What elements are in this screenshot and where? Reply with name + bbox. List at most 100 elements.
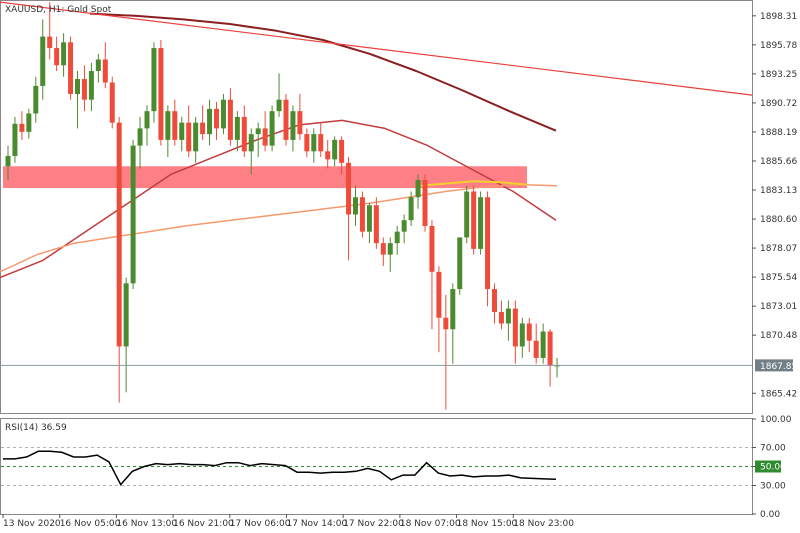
candle-bearish bbox=[547, 331, 553, 366]
time-tick-label: 16 Nov 21:00 bbox=[173, 519, 234, 529]
candle-bearish bbox=[262, 128, 268, 146]
moving-averages bbox=[0, 12, 558, 279]
candle-bullish bbox=[151, 48, 157, 112]
candle-bearish bbox=[81, 79, 87, 100]
candle-bearish bbox=[297, 111, 303, 135]
candle-bullish bbox=[207, 108, 213, 135]
resistance-zone bbox=[3, 166, 527, 189]
price-tick-label: 1865.42 bbox=[760, 389, 797, 399]
candle-bullish bbox=[61, 42, 67, 66]
candle-bullish bbox=[478, 197, 484, 249]
candle-bearish bbox=[443, 317, 449, 330]
candle-bullish bbox=[234, 116, 240, 140]
time-tick-label: 17 Nov 06:00 bbox=[230, 519, 291, 529]
rsi-axis: 100.00 70.00 50.00 30.00 0.00 bbox=[752, 415, 792, 520]
candle-bullish bbox=[269, 111, 275, 146]
candle-bearish bbox=[380, 243, 386, 255]
candle-bearish bbox=[47, 36, 53, 49]
ma-fast-line bbox=[89, 12, 557, 132]
candle-bearish bbox=[318, 134, 324, 152]
candle-bullish bbox=[540, 331, 546, 358]
time-tick-label: 17 Nov 14:00 bbox=[287, 519, 348, 529]
rsi-tick-label: 50.00 bbox=[760, 463, 786, 473]
candle-bearish bbox=[227, 99, 233, 140]
candle-bullish bbox=[88, 71, 94, 100]
candle-bearish bbox=[533, 340, 539, 358]
candle-bullish bbox=[457, 237, 463, 290]
price-tick-label: 1878.07 bbox=[760, 244, 797, 254]
candle-bullish bbox=[401, 220, 407, 232]
time-tick-label: 18 Nov 07:00 bbox=[400, 519, 461, 529]
ma-slow-line bbox=[0, 183, 558, 273]
time-tick-label: 13 Nov 2020 bbox=[3, 519, 61, 529]
time-tick-label: 18 Nov 15:00 bbox=[457, 519, 518, 529]
candle-bearish bbox=[373, 205, 379, 244]
candle-bullish bbox=[137, 128, 143, 146]
price-tick-label: 1885.66 bbox=[760, 157, 797, 167]
candle-bullish bbox=[26, 113, 32, 132]
candle-bullish bbox=[290, 111, 296, 140]
candle-bullish bbox=[144, 111, 150, 129]
candle-bullish bbox=[332, 139, 338, 160]
price-tick-label: 1875.54 bbox=[760, 273, 797, 283]
descending-trendline bbox=[0, 1, 753, 96]
candle-bearish bbox=[158, 48, 164, 140]
price-tick-label: 1873.01 bbox=[760, 302, 797, 312]
time-tick-label: 17 Nov 22:00 bbox=[343, 519, 404, 529]
candle-bearish bbox=[325, 151, 331, 160]
candle-bullish bbox=[179, 122, 185, 140]
candle-bullish bbox=[5, 155, 11, 167]
price-tick-label: 1888.19 bbox=[760, 128, 797, 138]
time-tick-label: 16 Nov 13:00 bbox=[116, 519, 177, 529]
candle-bullish bbox=[248, 134, 254, 152]
candle-bullish bbox=[123, 283, 129, 347]
candle-bearish bbox=[436, 271, 442, 318]
candle-bullish bbox=[450, 289, 456, 330]
candle-bullish bbox=[353, 197, 358, 215]
time-tick-label: 18 Nov 23:00 bbox=[513, 519, 574, 529]
candle-bearish bbox=[283, 99, 289, 140]
rsi-title: RSI(14) 36.59 bbox=[5, 423, 67, 433]
candle-bearish bbox=[102, 59, 108, 83]
candle-bullish bbox=[464, 191, 470, 238]
candle-bearish bbox=[485, 197, 491, 290]
candle-bearish bbox=[172, 111, 178, 140]
candle-bearish bbox=[214, 108, 219, 129]
candle-bullish bbox=[366, 205, 372, 232]
price-tick-label: 1890.72 bbox=[760, 99, 797, 109]
price-tick-label: 1870.48 bbox=[760, 331, 797, 341]
candle-bullish bbox=[95, 59, 101, 72]
candle-bearish bbox=[526, 323, 532, 341]
rsi-50-badge bbox=[755, 460, 781, 473]
rsi-tick-label: 30.00 bbox=[760, 482, 786, 492]
candle-bullish bbox=[505, 308, 511, 324]
candle-bearish bbox=[339, 139, 345, 163]
price-axis: 1898.31 1895.78 1893.25 1890.72 1888.19 1885.… bbox=[752, 12, 797, 399]
candle-bullish bbox=[165, 111, 171, 140]
candle-bearish bbox=[471, 191, 477, 249]
current-price-badge bbox=[755, 359, 793, 372]
candle-bullish bbox=[415, 180, 421, 198]
rsi-line bbox=[3, 450, 557, 486]
candle-bullish bbox=[255, 128, 261, 135]
candle-bullish bbox=[519, 323, 525, 347]
candle-bullish bbox=[276, 99, 282, 112]
candle-bearish bbox=[346, 162, 352, 215]
rsi-level-lines bbox=[1, 447, 752, 486]
candle-bearish bbox=[492, 289, 497, 313]
candle-bearish bbox=[422, 180, 428, 226]
candlesticks bbox=[5, 2, 560, 410]
current-price-label: 1867.85 bbox=[760, 362, 797, 372]
candle-bearish bbox=[19, 123, 25, 132]
chart-title: XAUUSD, H1: Gold Spot bbox=[5, 5, 112, 15]
candle-bearish bbox=[186, 122, 192, 152]
time-tick-label: 16 Nov 05:00 bbox=[60, 519, 121, 529]
candle-bearish bbox=[241, 116, 247, 152]
candle-bearish bbox=[359, 197, 365, 232]
candle-bullish bbox=[387, 243, 393, 255]
candle-bullish bbox=[394, 231, 400, 244]
candle-bearish bbox=[109, 82, 115, 123]
candle-bearish bbox=[116, 122, 122, 347]
candle-bearish bbox=[54, 48, 60, 66]
